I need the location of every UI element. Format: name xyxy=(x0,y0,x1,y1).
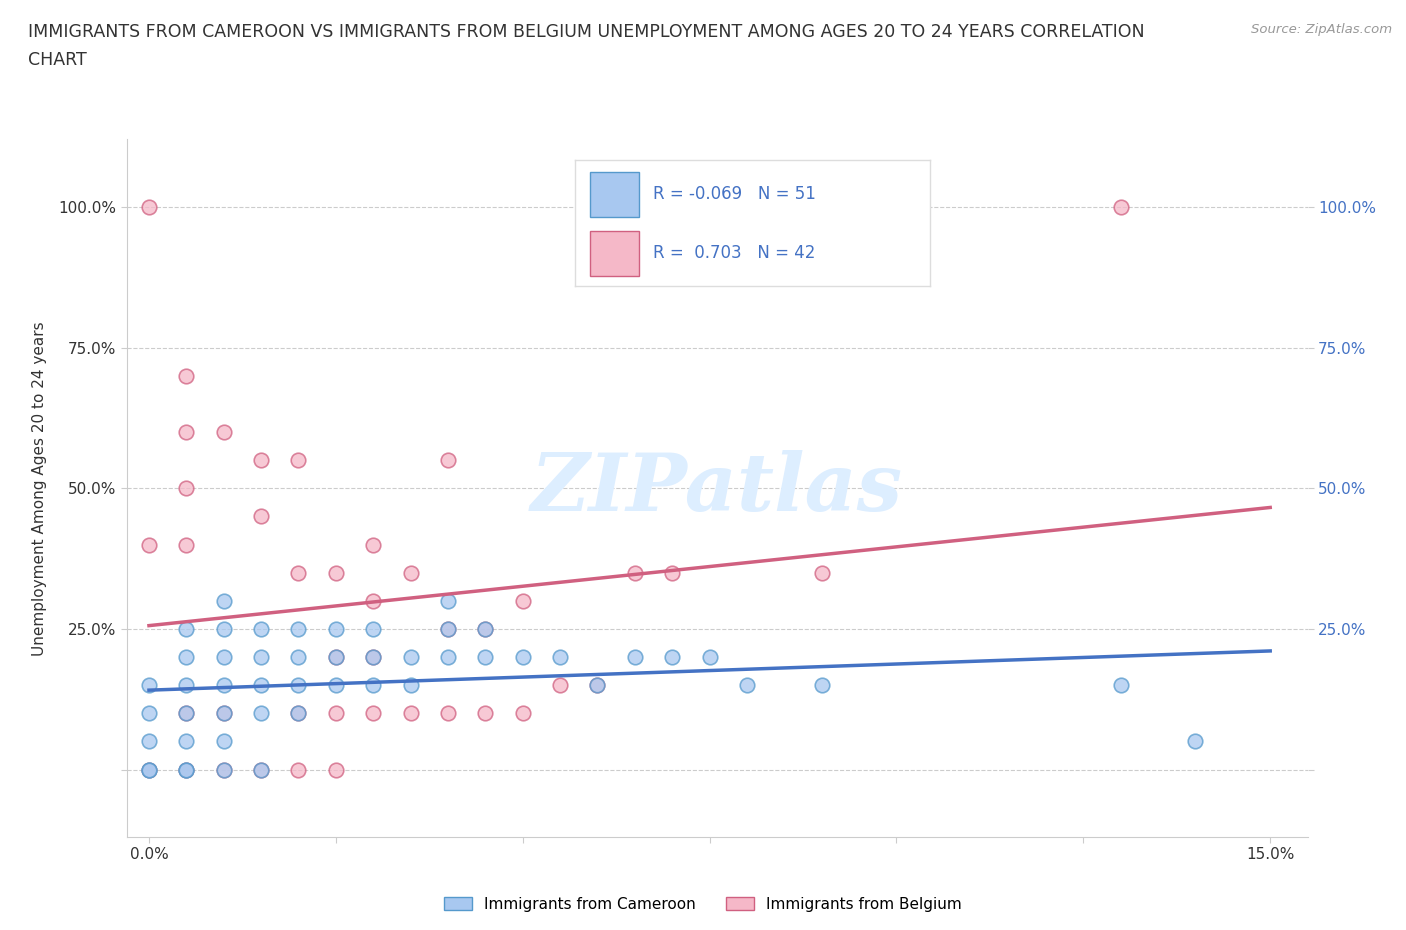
Point xyxy=(586,678,609,693)
Point xyxy=(287,453,309,468)
Point xyxy=(399,565,422,580)
Point xyxy=(361,537,384,551)
Point xyxy=(661,565,683,580)
Point xyxy=(1109,678,1132,693)
Point xyxy=(437,649,460,664)
Point xyxy=(176,425,198,440)
Point xyxy=(325,706,347,721)
Point xyxy=(176,537,198,551)
Point xyxy=(361,706,384,721)
Point xyxy=(325,678,347,693)
Point xyxy=(325,565,347,580)
Point xyxy=(176,706,198,721)
Point xyxy=(176,649,198,664)
Point xyxy=(437,706,460,721)
Point xyxy=(437,593,460,608)
Point xyxy=(138,200,160,215)
Point xyxy=(437,621,460,636)
Point xyxy=(325,762,347,777)
Point xyxy=(212,762,235,777)
Point xyxy=(176,706,198,721)
Point xyxy=(287,706,309,721)
Point xyxy=(474,621,496,636)
Point xyxy=(361,593,384,608)
Point xyxy=(361,621,384,636)
Point xyxy=(212,706,235,721)
Point xyxy=(138,706,160,721)
Point xyxy=(512,649,534,664)
Point xyxy=(212,425,235,440)
Point xyxy=(176,734,198,749)
Point xyxy=(810,678,832,693)
Legend: Immigrants from Cameroon, Immigrants from Belgium: Immigrants from Cameroon, Immigrants fro… xyxy=(439,890,967,918)
Y-axis label: Unemployment Among Ages 20 to 24 years: Unemployment Among Ages 20 to 24 years xyxy=(32,321,46,656)
Point xyxy=(176,621,198,636)
Point xyxy=(138,678,160,693)
Point xyxy=(399,678,422,693)
Point xyxy=(474,621,496,636)
Point xyxy=(586,678,609,693)
Text: IMMIGRANTS FROM CAMEROON VS IMMIGRANTS FROM BELGIUM UNEMPLOYMENT AMONG AGES 20 T: IMMIGRANTS FROM CAMEROON VS IMMIGRANTS F… xyxy=(28,23,1144,41)
Point xyxy=(176,678,198,693)
Point xyxy=(250,678,273,693)
Point xyxy=(325,621,347,636)
Text: Source: ZipAtlas.com: Source: ZipAtlas.com xyxy=(1251,23,1392,36)
Point xyxy=(138,734,160,749)
Point xyxy=(661,649,683,664)
Point xyxy=(250,706,273,721)
Point xyxy=(437,453,460,468)
Point xyxy=(212,621,235,636)
Point xyxy=(361,649,384,664)
Point xyxy=(548,678,571,693)
Point xyxy=(361,649,384,664)
Point xyxy=(735,678,758,693)
Point xyxy=(699,649,721,664)
Point xyxy=(287,678,309,693)
Point xyxy=(212,762,235,777)
Point xyxy=(287,649,309,664)
Point xyxy=(287,565,309,580)
Point xyxy=(212,593,235,608)
Point xyxy=(176,762,198,777)
Point xyxy=(250,453,273,468)
Point xyxy=(548,649,571,664)
Point xyxy=(287,706,309,721)
Point xyxy=(250,762,273,777)
Point xyxy=(176,368,198,383)
Point xyxy=(437,621,460,636)
Point xyxy=(399,649,422,664)
Point xyxy=(212,734,235,749)
Point xyxy=(138,762,160,777)
Text: CHART: CHART xyxy=(28,51,87,69)
Point xyxy=(176,481,198,496)
Point xyxy=(138,762,160,777)
Point xyxy=(212,706,235,721)
Point xyxy=(212,678,235,693)
Point xyxy=(361,678,384,693)
Point xyxy=(512,706,534,721)
Point xyxy=(325,649,347,664)
Point xyxy=(138,762,160,777)
Point xyxy=(212,649,235,664)
Point xyxy=(624,649,647,664)
Point xyxy=(287,621,309,636)
Point xyxy=(399,706,422,721)
Point xyxy=(512,593,534,608)
Point xyxy=(250,762,273,777)
Point xyxy=(250,649,273,664)
Point xyxy=(138,537,160,551)
Point xyxy=(474,649,496,664)
Point xyxy=(624,565,647,580)
Point xyxy=(1109,200,1132,215)
Text: ZIPatlas: ZIPatlas xyxy=(531,449,903,527)
Point xyxy=(325,649,347,664)
Point xyxy=(250,509,273,524)
Point xyxy=(1184,734,1206,749)
Point xyxy=(287,762,309,777)
Point xyxy=(810,565,832,580)
Point xyxy=(176,762,198,777)
Point xyxy=(250,621,273,636)
Point xyxy=(176,762,198,777)
Point xyxy=(474,706,496,721)
